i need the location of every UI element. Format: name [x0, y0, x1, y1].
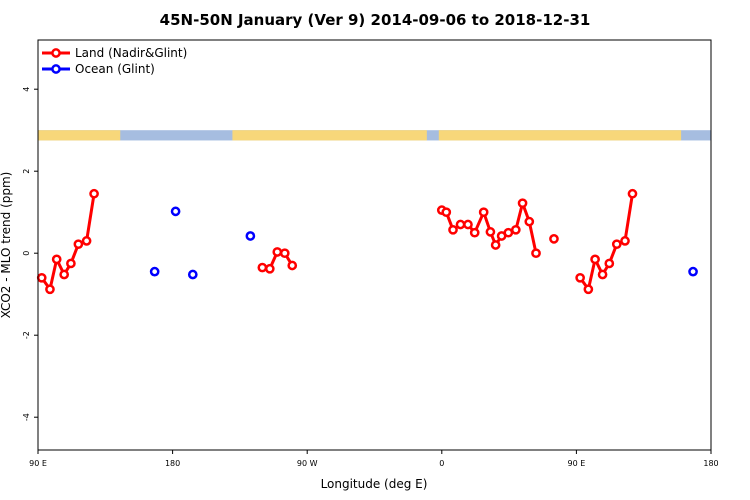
land-data-point: [36, 272, 47, 283]
land-data-point: [272, 247, 283, 257]
plot-frame: [37, 39, 712, 451]
land-data-point: [441, 207, 452, 218]
ocean-data-point: [245, 231, 256, 241]
land-data-point: [510, 224, 521, 235]
ocean-data-point: [688, 266, 698, 277]
x-tick-label: 90 W: [297, 459, 318, 468]
y-tick-label: 0: [22, 251, 31, 256]
legend-marker: [51, 64, 61, 74]
land-data-point: [604, 258, 615, 269]
y-tick-label: 2: [22, 169, 31, 174]
land-data-point: [490, 240, 501, 250]
land-data-point: [583, 284, 594, 295]
land-data-point: [531, 248, 541, 259]
land-data-point: [524, 216, 535, 227]
legend-label: Land (Nadir&Glint): [75, 46, 187, 60]
land-data-point: [611, 239, 622, 250]
land-data-point: [549, 234, 559, 244]
land-data-point: [73, 239, 84, 250]
land-data-point: [620, 236, 630, 246]
x-tick-label: 180: [703, 459, 718, 468]
x-tick-label: 180: [165, 459, 180, 468]
land-data-point: [448, 224, 458, 235]
x-tick-label: 90 E: [568, 459, 586, 468]
data-marks: [36, 188, 698, 295]
land-data-point: [257, 262, 268, 273]
land-data-point: [597, 269, 608, 280]
x-tick-label: 90 E: [29, 459, 47, 468]
land-data-point: [517, 198, 528, 209]
land-data-point: [627, 188, 638, 199]
land-data-point: [503, 227, 514, 238]
land-data-point: [469, 227, 480, 238]
land-data-point: [485, 227, 496, 237]
land-data-point: [45, 284, 55, 295]
land-ocean-strip: [38, 130, 711, 141]
legend-marker: [51, 48, 61, 58]
ocean-data-point: [170, 206, 181, 217]
land-data-point: [89, 188, 99, 199]
land-data-point: [264, 263, 275, 274]
y-axis-label: XCO2 - MLO trend (ppm): [0, 172, 13, 319]
land-data-point: [59, 269, 70, 280]
land-data-point: [590, 254, 600, 265]
land-band: [232, 130, 427, 141]
x-axis-label: Longitude (deg E): [321, 477, 428, 491]
chart-title: 45N-50N January (Ver 9) 2014-09-06 to 20…: [160, 11, 591, 29]
y-tick-label: -4: [22, 413, 31, 421]
legend: Land (Nadir&Glint) Ocean (Glint): [42, 46, 187, 76]
land-data-point: [463, 219, 473, 230]
land-band: [438, 130, 682, 141]
y-tick-label: -2: [22, 331, 31, 339]
land-data-point: [81, 236, 92, 246]
axis-ticks: 90 E 180 90 W 0 90 E 180 4 2 0 -2 -4: [22, 87, 719, 468]
legend-label: Ocean (Glint): [75, 62, 155, 76]
land-data-point: [575, 272, 585, 283]
land-data-point: [455, 219, 466, 230]
y-tick-label: 4: [22, 87, 31, 92]
land-data-point: [478, 207, 489, 218]
ocean-data-point: [149, 266, 160, 277]
x-tick-label: 0: [439, 459, 444, 468]
land-data-point: [66, 258, 76, 269]
land-data-point: [287, 260, 298, 271]
ocean-data-point: [187, 269, 198, 280]
land-band: [38, 130, 121, 141]
land-data-point: [51, 254, 62, 265]
land-data-point: [279, 248, 290, 259]
